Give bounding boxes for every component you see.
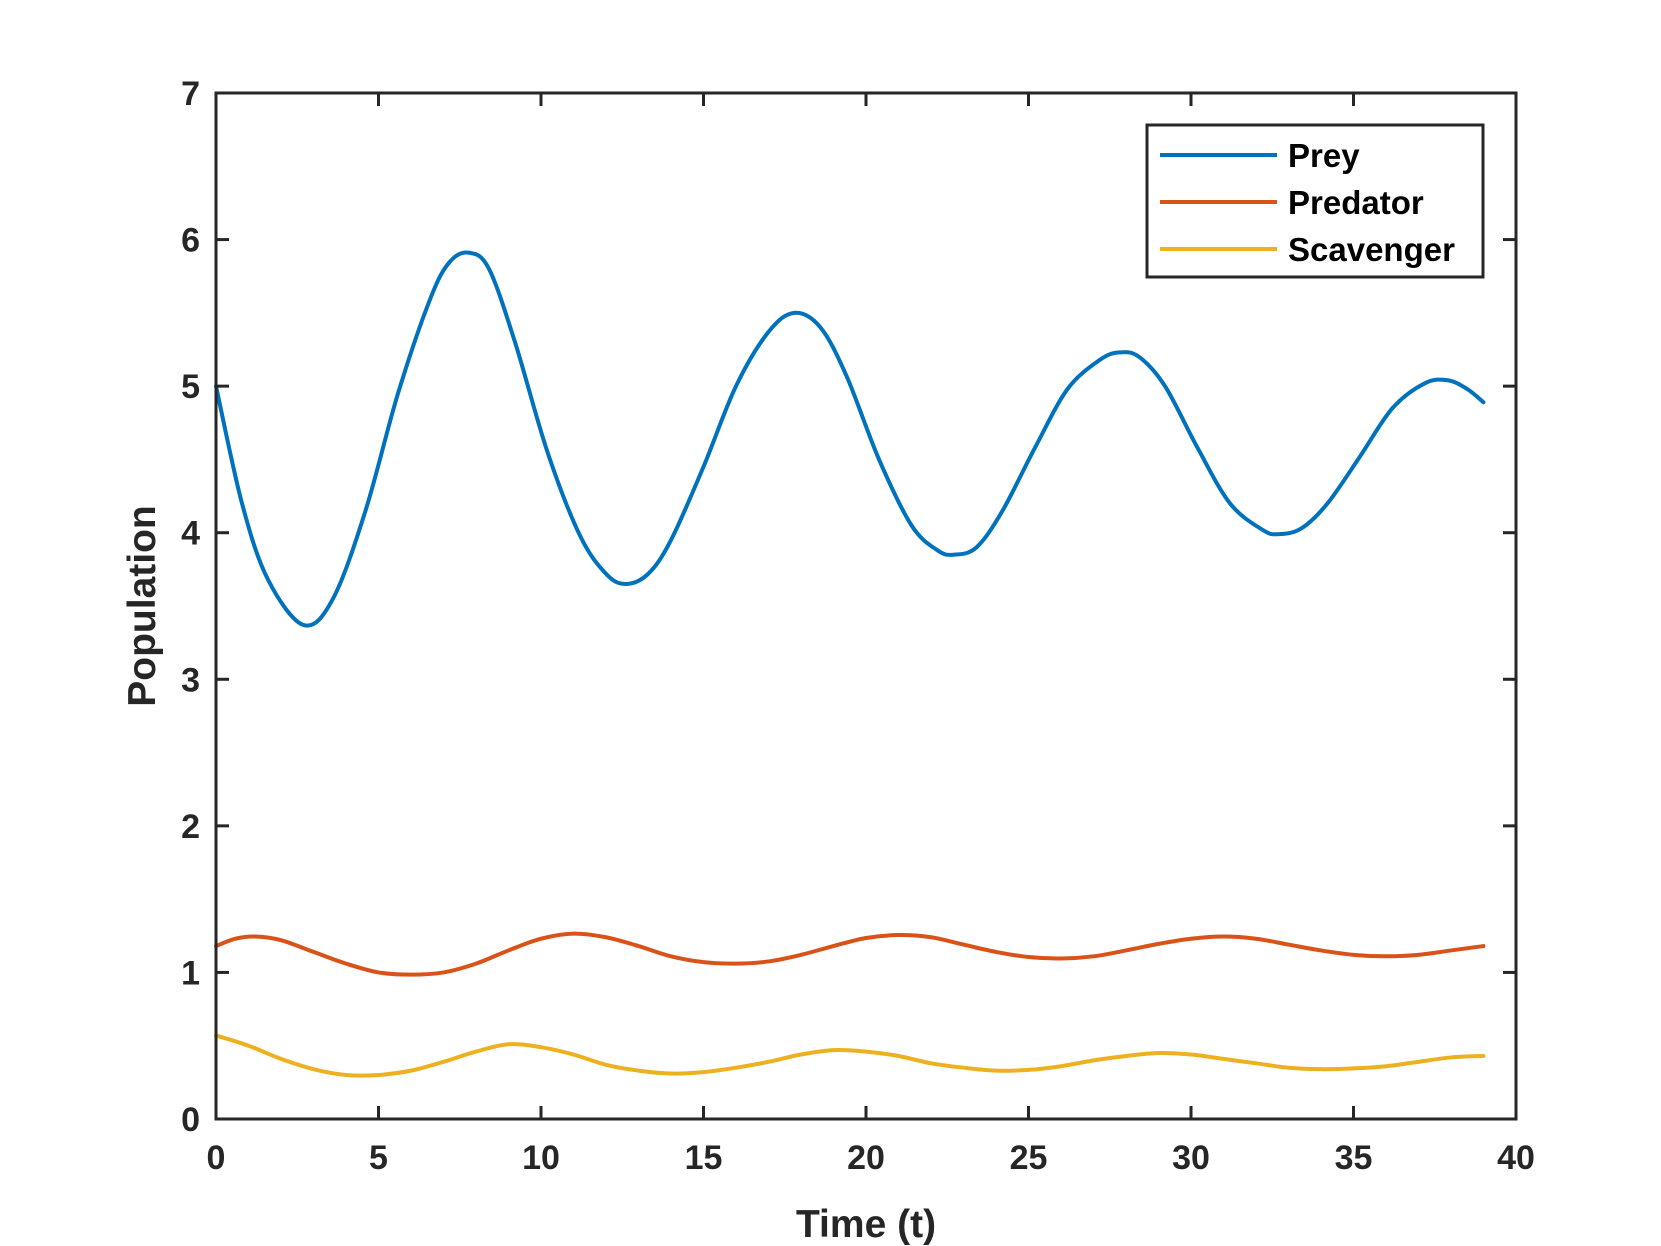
x-tick-label: 5: [369, 1139, 388, 1177]
y-tick-label: 5: [181, 368, 200, 406]
series-line-predator: [214, 931, 1486, 977]
x-tick-label: 25: [1010, 1139, 1048, 1177]
legend-label-prey: Prey: [1288, 137, 1360, 174]
y-tick-label: 3: [181, 661, 200, 699]
y-tick-label: 2: [181, 808, 200, 846]
legend-label-scavenger: Scavenger: [1288, 231, 1455, 268]
legend-label-predator: Predator: [1288, 184, 1424, 221]
series-line-scavenger: [214, 1033, 1486, 1078]
y-axis-label: Population: [121, 505, 164, 706]
x-tick-label: 20: [847, 1139, 885, 1177]
y-tick-label: 6: [181, 222, 200, 260]
series-layer: [214, 250, 1486, 1078]
x-tick-label: 0: [207, 1139, 226, 1177]
x-tick-label: 30: [1172, 1139, 1210, 1177]
legend: Prey Predator Scavenger: [1145, 123, 1485, 279]
series-line-prey: [214, 250, 1486, 628]
y-tick-label: 7: [181, 75, 200, 113]
y-tick-label: 4: [181, 515, 200, 553]
y-tick-label: 1: [181, 954, 200, 992]
x-tick-label: 10: [522, 1139, 560, 1177]
x-tick-label: 40: [1497, 1139, 1535, 1177]
y-tick-label: 0: [181, 1101, 200, 1139]
x-tick-label: 35: [1335, 1139, 1373, 1177]
x-tick-label: 15: [685, 1139, 723, 1177]
tick-layer: 0 5 10 15 20 25 30 35 40 0 1 2 3 4 5 6 7: [181, 75, 1535, 1177]
x-axis-label: Time (t): [796, 1203, 936, 1246]
